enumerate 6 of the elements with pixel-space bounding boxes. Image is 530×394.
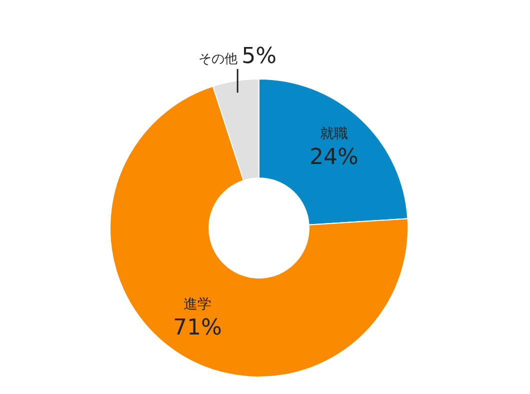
slice-label: 進学	[183, 296, 212, 313]
slice-label: 就職	[320, 126, 348, 142]
data-label: 5%	[242, 44, 277, 69]
data-label: 24%	[310, 145, 358, 170]
slice-label: その他	[198, 52, 242, 67]
data-label: 71%	[173, 316, 222, 341]
